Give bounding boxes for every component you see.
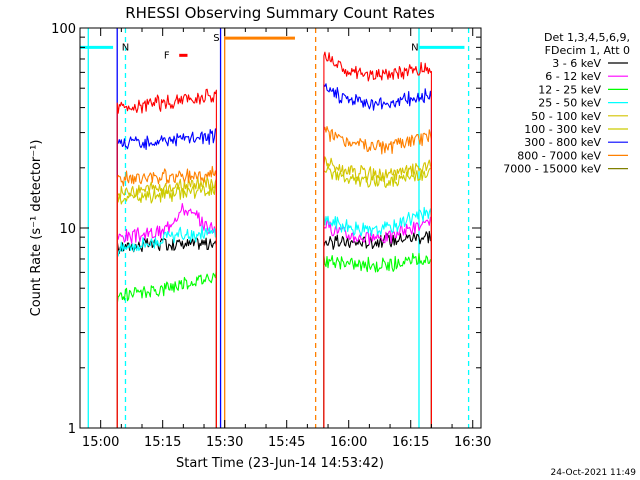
legend-label-4: 50 - 100 keV — [531, 110, 601, 123]
legend-label-2: 12 - 25 keV — [538, 83, 601, 96]
series-line-7-1 — [323, 125, 432, 428]
legend-label-8: 7000 - 15000 keV — [503, 163, 601, 176]
series-line-6-1 — [323, 83, 432, 428]
series-line-4-1 — [323, 156, 432, 428]
y-tick-label-0: 1 — [68, 422, 76, 437]
flag-label-3: S — [213, 33, 219, 44]
x-tick-label-0: 15:00 — [82, 435, 119, 450]
legend-label-5: 100 - 300 keV — [524, 123, 601, 136]
axes: 15:00 15:15 15:30 15:45 16:00 16:15 16:30 1 10 10… — [51, 22, 491, 450]
legend-label-0: 3 - 6 keV — [552, 57, 601, 70]
series-line-1-1 — [323, 216, 432, 428]
x-axis-label: Start Time (23-Jun-14 14:53:42) — [176, 456, 384, 471]
series-line-0-1 — [323, 230, 432, 428]
series-line-4-0 — [116, 176, 217, 428]
x-tick-label-5: 16:15 — [392, 435, 429, 450]
chart-title: RHESSI Observing Summary Count Rates — [125, 4, 435, 22]
y-tick-label-1: 10 — [59, 222, 76, 237]
x-tick-label-2: 15:30 — [206, 435, 243, 450]
footer-timestamp: 24-Oct-2021 11:49 — [551, 468, 637, 478]
series-line-6-0 — [116, 128, 217, 428]
legend-label-3: 25 - 50 keV — [538, 97, 601, 110]
plot-frame — [79, 27, 482, 429]
legend-header-1: FDecim 1, Att 0 — [545, 44, 630, 57]
legend-header-0: Det 1,3,4,5,6,9, — [544, 31, 630, 44]
plot-area: N N F S — [80, 28, 470, 428]
series-line-9-1 — [323, 51, 432, 428]
flag-label-2: F — [164, 50, 170, 61]
series-line-2-0 — [116, 267, 217, 428]
series-line-7-0 — [116, 165, 217, 428]
series-line-0-0 — [116, 237, 217, 428]
x-tick-label-4: 16:00 — [330, 435, 367, 450]
flag-label-1: N — [411, 42, 418, 53]
legend: Det 1,3,4,5,6,9,FDecim 1, Att 03 - 6 keV… — [503, 31, 630, 176]
y-tick-label-2: 100 — [51, 22, 76, 37]
series-line-5-0 — [116, 181, 217, 428]
series-line-1-0 — [116, 203, 217, 428]
y-axis-label: Count Rate (s⁻¹ detector⁻¹) — [29, 140, 44, 317]
series-line-9-0 — [116, 88, 217, 428]
legend-label-7: 800 - 7000 keV — [517, 149, 601, 162]
x-tick-label-1: 15:15 — [144, 435, 181, 450]
series-line-3-0 — [116, 225, 217, 428]
legend-label-1: 6 - 12 keV — [545, 70, 601, 83]
flag-label-0: N — [122, 42, 129, 53]
legend-label-6: 300 - 800 keV — [524, 136, 601, 149]
series-line-5-1 — [323, 165, 432, 428]
x-tick-label-6: 16:30 — [454, 435, 491, 450]
x-tick-label-3: 15:45 — [268, 435, 305, 450]
series-line-2-1 — [323, 252, 432, 428]
series-line-3-1 — [323, 206, 432, 428]
